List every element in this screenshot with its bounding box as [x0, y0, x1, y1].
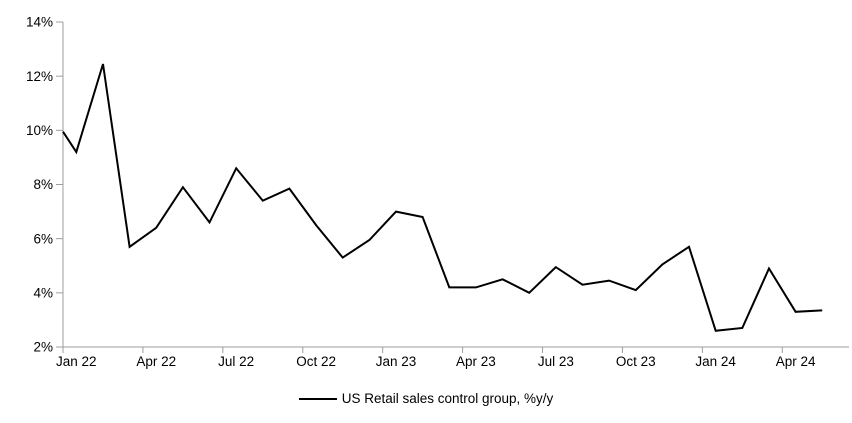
y-axis-tick-label: 10% — [26, 123, 53, 138]
x-axis-tick-label: Apr 22 — [136, 354, 176, 369]
y-axis-tick-label: 6% — [33, 231, 53, 246]
legend-series-label: US Retail sales control group, %y/y — [341, 391, 554, 406]
y-axis-tick-label: 4% — [33, 286, 53, 301]
y-axis-tick-label: 12% — [26, 69, 53, 84]
x-axis-tick-label: Apr 24 — [776, 354, 816, 369]
x-axis-tick-label: Oct 23 — [616, 354, 656, 369]
y-axis-tick-label: 8% — [33, 177, 53, 192]
x-axis-tick-label: Jan 24 — [695, 354, 736, 369]
x-axis-tick-label: Jul 23 — [538, 354, 574, 369]
chart-legend: US Retail sales control group, %y/y — [0, 391, 852, 406]
legend-line-sample — [298, 397, 337, 400]
x-axis-tick-label: Apr 23 — [456, 354, 496, 369]
x-axis-tick-label: Oct 22 — [296, 354, 336, 369]
y-axis-tick-label: 14% — [26, 15, 53, 30]
data-line-series — [62, 63, 823, 332]
x-axis-tick-label: Jan 23 — [376, 354, 417, 369]
x-axis-tick-label: Jul 22 — [218, 354, 254, 369]
x-axis-tick-label: Jan 22 — [56, 354, 97, 369]
y-axis-tick-label: 2% — [33, 340, 53, 355]
